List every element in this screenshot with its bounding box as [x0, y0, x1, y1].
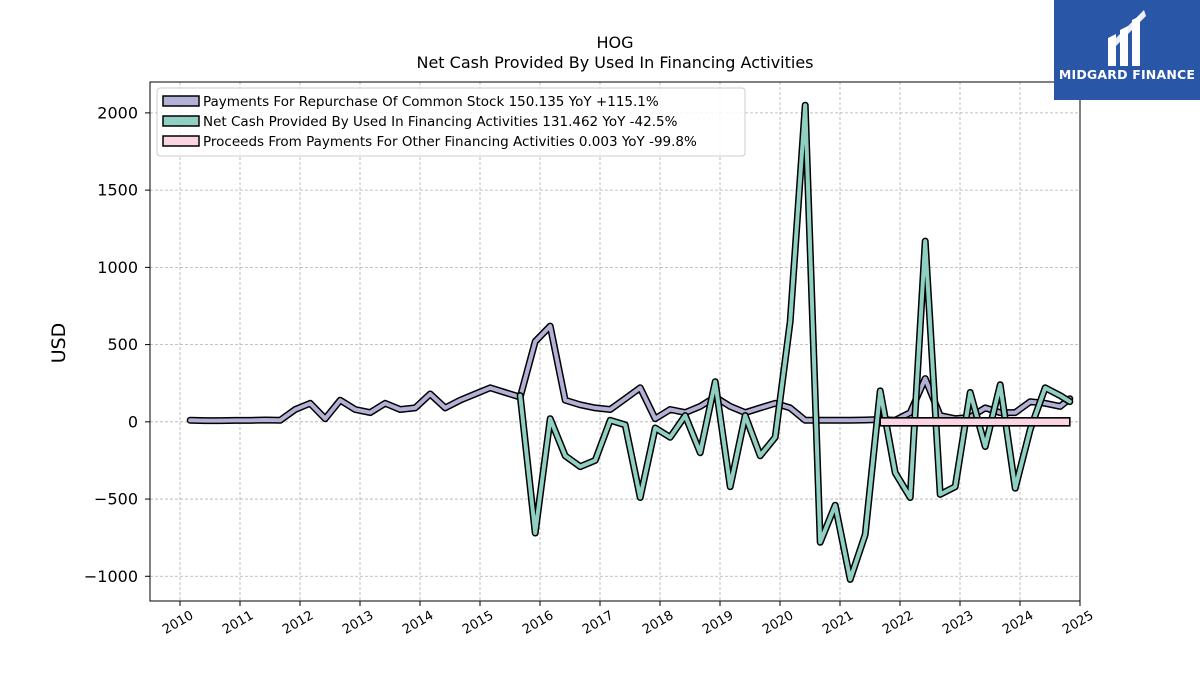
series-line [879, 417, 1071, 427]
y-tick-label: −500 [94, 490, 138, 509]
x-tick-label: 2018 [640, 608, 676, 638]
legend-entry: Payments For Repurchase Of Common Stock … [203, 94, 659, 110]
x-tick-label: 2015 [460, 608, 496, 638]
x-tick-label: 2019 [700, 608, 736, 638]
legend-swatch [162, 95, 200, 107]
y-tick-label: 1000 [97, 258, 138, 277]
y-tick-label: 1500 [97, 181, 138, 200]
y-tick-label: 500 [107, 335, 138, 354]
legend-swatch [162, 135, 200, 147]
x-tick-label: 2021 [820, 608, 856, 638]
chart-subtitle: Net Cash Provided By Used In Financing A… [416, 53, 813, 72]
y-tick-label: 0 [128, 412, 138, 431]
legend-entry: Proceeds From Payments For Other Financi… [203, 134, 697, 150]
x-tick-label: 2014 [400, 608, 436, 638]
legend-entry: Net Cash Provided By Used In Financing A… [203, 114, 678, 130]
brand-mark-icon [1108, 10, 1146, 66]
x-tick-label: 2023 [940, 608, 976, 638]
plot-frame [149, 81, 1081, 602]
ticks: −1000 −500 0 500 1000 1500 2000 2010 2011 2012 201… [84, 103, 1096, 637]
x-tick-label: 2010 [160, 608, 196, 638]
x-tick-label: 2013 [340, 608, 376, 638]
series-line [518, 103, 1072, 582]
series-2 [516, 101, 1074, 583]
x-tick-label: 2016 [520, 608, 556, 638]
y-tick-label: 2000 [97, 103, 138, 122]
y-tick-label: −1000 [84, 567, 138, 586]
series-3 [879, 417, 1071, 427]
x-tick-label: 2025 [1060, 608, 1096, 638]
x-tick-label: 2022 [880, 608, 916, 638]
series-layer [186, 101, 1074, 583]
brand-name: MIDGARD FINANCE [1058, 67, 1196, 82]
y-axis-label: USD [48, 323, 70, 364]
x-tick-label: 2024 [1000, 608, 1036, 638]
chart-title: HOG [596, 33, 633, 52]
x-tick-label: 2011 [220, 608, 256, 638]
x-tick-label: 2020 [760, 608, 796, 638]
series-1 [186, 322, 1074, 425]
legend-swatch [162, 115, 200, 127]
brand-logo: MIDGARD FINANCE [1054, 0, 1200, 100]
x-tick-label: 2012 [280, 608, 316, 638]
legend-box [156, 87, 746, 157]
legend: Payments For Repurchase Of Common Stock … [156, 87, 746, 157]
x-tick-label: 2017 [580, 608, 616, 638]
series-line [188, 324, 1072, 423]
series-line-outline [516, 101, 1074, 583]
grid [150, 82, 1081, 601]
